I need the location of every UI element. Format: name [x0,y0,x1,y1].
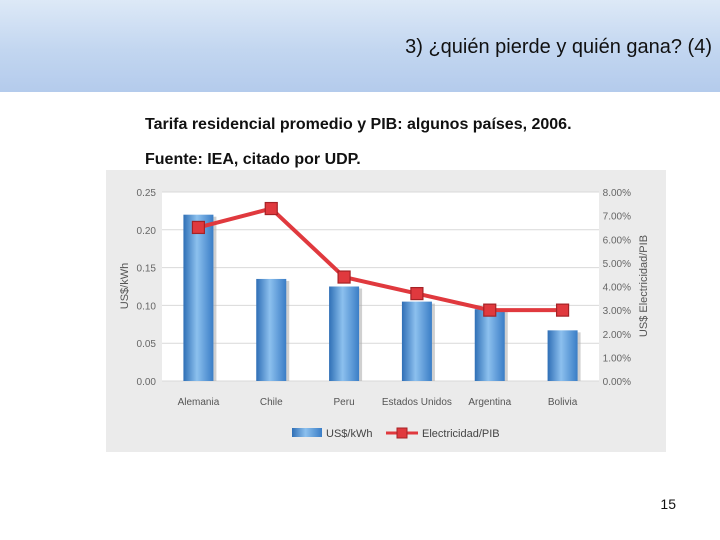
y-tick-label-right: 8.00% [603,188,631,199]
legend-label-bar: US$/kWh [326,428,372,440]
x-tick-label: Chile [260,397,283,408]
y-tick-label: 0.25 [137,188,157,199]
x-tick-label: Bolivia [548,397,578,408]
page-number: 15 [660,496,676,512]
y-tick-label-right: 4.00% [603,283,631,294]
bar [329,286,360,381]
y-axis-label: US$/kWh [119,263,131,309]
y-axis-label-right: US$ Electricidad/PIB [638,235,650,337]
series-line [197,206,563,313]
y-tick-label: 0.00 [137,377,157,388]
chart-subtitle: Tarifa residencial promedio y PIB: algun… [145,116,572,133]
bar [547,330,578,381]
bar [474,309,505,381]
y-tick-label-right: 1.00% [603,353,631,364]
y-tick-label: 0.05 [137,339,157,350]
line-point [191,220,206,235]
y-tick-label-right: 2.00% [603,330,631,341]
y-tick-label-right: 6.00% [603,235,631,246]
x-tick-label: Argentina [468,397,511,408]
x-tick-label: Alemania [178,397,220,408]
bar [401,301,432,381]
y-tick-label-right: 0.00% [603,377,631,388]
line-point [555,303,570,317]
x-tick-label: Peru [334,397,355,408]
y-tick-label-right: 5.00% [603,259,631,270]
legend-marker-line [396,427,408,439]
x-tick-label: Estados Unidos [382,397,452,408]
bar [183,214,214,381]
legend: US$/kWh Electricidad/PIB [292,427,500,440]
line-point [410,286,424,301]
y-tick-label-right: 3.00% [603,306,631,317]
line-point [264,201,278,216]
header-band: 3) ¿quién pierde y quién gana? (4) [0,0,720,92]
chart-source: Fuente: IEA, citado por UDP. [145,151,361,168]
legend-label-line: Electricidad/PIB [422,428,500,440]
slide-title: 3) ¿quién pierde y quién gana? (4) [405,36,712,58]
line-point [483,303,497,317]
y-tick-label: 0.15 [137,264,157,275]
legend-swatch-bar [292,428,322,437]
y-tick-label-right: 7.00% [603,212,631,223]
chart-panel: 0.00 0.05 0.10 0.15 0.20 0.25 0.00% 1.00% 2.00% 3… [106,170,666,452]
chart: 0.00 0.05 0.10 0.15 0.20 0.25 0.00% 1.00% 2.00% 3… [119,188,650,440]
line-point [337,270,351,284]
bar [256,278,287,381]
y-tick-label: 0.10 [137,301,157,312]
y-tick-label: 0.20 [137,226,157,237]
